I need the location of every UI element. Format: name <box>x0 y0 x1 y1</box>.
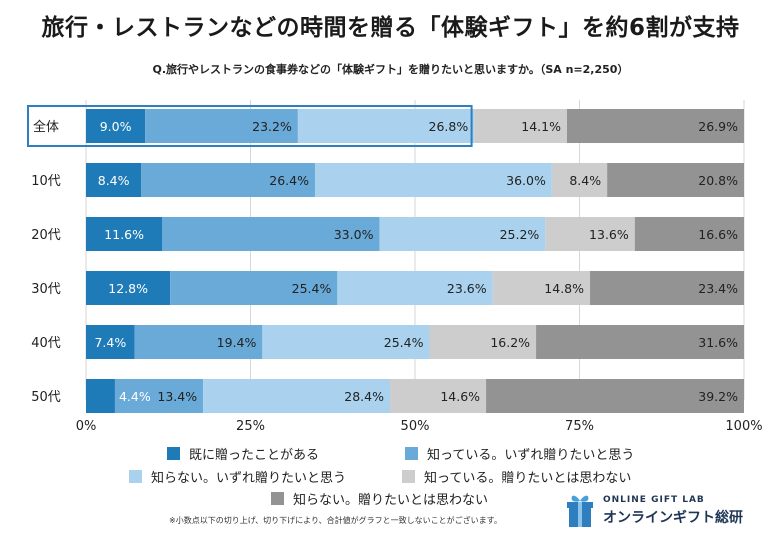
data-label-2-1: 33.0% <box>334 227 374 242</box>
bar-segment-0-0 <box>86 109 146 143</box>
data-label-4-0: 7.4% <box>94 335 126 350</box>
category-label-2: 20代 <box>31 228 61 243</box>
bar-segment-3-1 <box>170 271 338 305</box>
data-label-1-2: 36.0% <box>506 173 546 188</box>
legend-label-1: 知っている。いずれ贈りたいと思う <box>427 448 635 463</box>
bar-segment-5-0 <box>86 379 115 413</box>
highlight-box <box>27 105 473 147</box>
bar-segment-5-2 <box>203 379 390 413</box>
bar-segment-2-1 <box>162 217 380 251</box>
x-tick-label-3: 75% <box>565 419 594 434</box>
chart-title: 旅行・レストランなどの時間を贈る「体験ギフト」を約6割が支持 <box>41 15 740 41</box>
footnote: ※小数点以下の切り上げ、切り下げにより、合計値がグラフと一致しないことがございま… <box>169 516 502 525</box>
bar-segment-1-0 <box>86 163 142 197</box>
bar-segment-3-4 <box>590 271 744 305</box>
data-label-4-2: 25.4% <box>384 335 424 350</box>
category-label-3: 30代 <box>31 282 61 297</box>
data-label-3-3: 14.8% <box>544 281 584 296</box>
category-label-5: 50代 <box>31 390 61 405</box>
bar-segment-0-3 <box>474 109 567 143</box>
x-tick-label-2: 50% <box>401 419 430 434</box>
legend-swatch-4 <box>271 492 284 505</box>
data-label-0-1: 23.2% <box>252 119 292 134</box>
data-label-5-0: 4.4% <box>119 389 151 404</box>
data-label-5-1: 13.4% <box>157 389 197 404</box>
data-label-3-4: 23.4% <box>698 281 738 296</box>
bar-segment-1-3 <box>551 163 608 197</box>
data-label-1-1: 26.4% <box>269 173 309 188</box>
bar-segment-3-3 <box>492 271 591 305</box>
bar-segment-1-2 <box>314 163 552 197</box>
data-label-5-2: 28.4% <box>344 389 384 404</box>
bar-segment-5-3 <box>389 379 487 413</box>
bar-segment-5-4 <box>486 379 744 413</box>
data-label-3-2: 23.6% <box>447 281 487 296</box>
bar-segment-2-2 <box>379 217 546 251</box>
data-label-5-3: 14.6% <box>440 389 480 404</box>
brand-logo: ONLINE GIFT LAB オンラインギフト総研 <box>565 493 743 529</box>
bar-segment-1-1 <box>141 163 315 197</box>
data-label-3-0: 12.8% <box>108 281 148 296</box>
data-label-0-3: 14.1% <box>521 119 561 134</box>
data-label-0-0: 9.0% <box>100 119 132 134</box>
logo-name-jp: オンラインギフト総研 <box>603 510 743 526</box>
legend-label-2: 知らない。いずれ贈りたいと思う <box>151 471 347 486</box>
chart-subtitle: Q.旅行やレストランの食事券などの「体験ギフト」を贈りたいと思いますか。（SA … <box>152 63 629 76</box>
legend-item-3: 知っている。贈りたいとは思わない <box>402 467 631 486</box>
bar-segment-0-2 <box>297 109 475 143</box>
legend-swatch-3 <box>402 470 415 483</box>
category-label-4: 40代 <box>31 336 61 351</box>
bar-segment-2-4 <box>634 217 744 251</box>
data-label-4-1: 19.4% <box>217 335 257 350</box>
x-tick-label-0: 0% <box>76 419 97 434</box>
bar-segment-0-1 <box>145 109 298 143</box>
legend-swatch-2 <box>129 470 142 483</box>
bar-segment-3-0 <box>86 271 171 305</box>
data-label-2-3: 13.6% <box>589 227 629 242</box>
bar-segment-2-3 <box>545 217 635 251</box>
data-label-2-4: 16.6% <box>698 227 738 242</box>
x-tick-label-4: 100% <box>725 419 762 434</box>
data-label-2-2: 25.2% <box>500 227 540 242</box>
x-tick-label-1: 25% <box>236 419 265 434</box>
legend-swatch-1 <box>405 447 418 460</box>
gift-box-icon <box>567 495 593 527</box>
logo-name-en: ONLINE GIFT LAB <box>603 495 705 505</box>
legend-label-3: 知っている。贈りたいとは思わない <box>424 471 632 486</box>
bar-segment-4-2 <box>262 325 430 359</box>
data-label-5-4: 39.2% <box>698 389 738 404</box>
legend-item-2: 知らない。いずれ贈りたいと思う <box>129 467 346 486</box>
legend-swatch-0 <box>167 447 180 460</box>
bar-segment-4-3 <box>429 325 537 359</box>
legend-item-0: 既に贈ったことがある <box>167 444 319 463</box>
data-label-4-3: 16.2% <box>490 335 530 350</box>
bar-segment-3-2 <box>337 271 493 305</box>
legend-label-0: 既に贈ったことがある <box>189 448 320 463</box>
bar-segment-1-4 <box>607 163 744 197</box>
bar-segment-4-0 <box>86 325 135 359</box>
bar-segment-2-0 <box>86 217 163 251</box>
data-label-0-2: 26.8% <box>429 119 469 134</box>
data-label-0-4: 26.9% <box>698 119 738 134</box>
legend-label-4: 知らない。贈りたいとは思わない <box>293 493 489 508</box>
data-label-1-3: 8.4% <box>569 173 601 188</box>
data-label-1-0: 8.4% <box>98 173 130 188</box>
bar-segment-4-4 <box>536 325 744 359</box>
data-label-2-0: 11.6% <box>104 227 144 242</box>
data-label-4-4: 31.6% <box>698 335 738 350</box>
category-label-1: 10代 <box>31 174 61 189</box>
stacked-bar-chart: 0% 25% 50% 75% 100% 全体 9.0% 23.2% 26.8% 14.1% 26.9… <box>27 100 763 434</box>
data-label-1-4: 20.8% <box>698 173 738 188</box>
bar-segment-4-1 <box>134 325 263 359</box>
legend-item-1: 知っている。いずれ贈りたいと思う <box>405 444 634 463</box>
bar-segment-0-4 <box>566 109 744 143</box>
data-label-3-1: 25.4% <box>292 281 332 296</box>
bar-segment-5-1 <box>114 379 204 413</box>
legend-item-4: 知らない。贈りたいとは思わない <box>271 489 488 508</box>
category-label-0: 全体 <box>33 119 59 135</box>
